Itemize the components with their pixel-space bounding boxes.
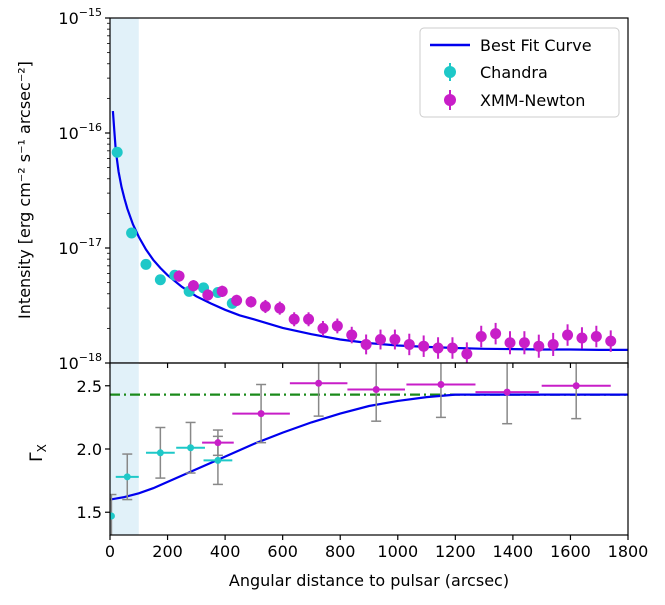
point-xmm-top: [288, 313, 300, 325]
point-chandra-top: [126, 227, 138, 239]
point-xmm-top: [475, 330, 487, 342]
y-tick-label-top: 10−17: [58, 236, 102, 258]
point-chandra-bottom: [187, 444, 195, 452]
tick-base: 10: [58, 124, 78, 143]
tick-base: 10: [58, 239, 78, 258]
point-xmm-top: [518, 337, 530, 349]
x-tick-label: 1800: [608, 542, 649, 561]
y-axis-label-intensity: Intensity [erg cm⁻² s⁻¹ arcsec⁻²]: [15, 61, 34, 319]
legend-box: [419, 27, 620, 118]
x-tick-label: 0: [105, 542, 115, 561]
tick-base: 10: [58, 9, 78, 28]
point-xmm-top: [389, 334, 401, 346]
gamma-subscript: X: [35, 444, 49, 452]
x-tick-label: 1200: [435, 542, 476, 561]
tick-exponent: −15: [79, 6, 102, 19]
shaded-region-bottom: [110, 363, 139, 535]
point-xmm-top: [605, 335, 617, 347]
point-xmm-top: [317, 322, 329, 334]
point-xmm-top: [303, 313, 315, 325]
point-xmm-top: [202, 289, 214, 301]
y-axis-label-gamma: ΓX: [27, 444, 49, 462]
point-xmm-top: [274, 302, 286, 314]
x-tick-label: 1000: [377, 542, 418, 561]
legend-marker-xmm: [444, 90, 456, 110]
point-xmm-top: [562, 329, 574, 341]
point-xmm-top: [504, 337, 516, 349]
point-xmm-bottom: [503, 388, 511, 396]
tick-exponent: −18: [79, 351, 102, 364]
best-fit-curve-top: [111, 111, 628, 351]
y-tick-label-top: 10−15: [58, 6, 102, 28]
gamma-symbol: Γ: [27, 452, 47, 462]
tick-base: 10: [58, 354, 78, 373]
point-chandra-bottom: [110, 512, 115, 520]
point-chandra-top: [140, 258, 152, 270]
point-xmm-top: [446, 342, 458, 354]
point-xmm-top: [461, 348, 473, 360]
point-xmm-top: [403, 338, 415, 350]
bottom-axes-frame: [109, 362, 629, 536]
point-xmm-top: [375, 334, 387, 346]
point-chandra-bottom: [214, 456, 222, 464]
point-chandra-bottom: [156, 449, 164, 457]
point-xmm-top: [173, 270, 185, 282]
point-xmm-top: [259, 300, 271, 312]
point-xmm-bottom: [372, 386, 380, 394]
point-xmm-top: [576, 332, 588, 344]
point-xmm-top: [331, 320, 343, 332]
point-xmm-top: [360, 338, 372, 350]
point-xmm-bottom: [257, 410, 265, 418]
y-tick-label-bottom: 1.5: [77, 503, 102, 522]
legend: Best Fit Curve Chandra XMM-Newton: [419, 27, 620, 118]
legend-label-best-fit: Best Fit Curve: [480, 36, 592, 55]
point-xmm-bottom: [572, 382, 580, 390]
x-tick-label: 1600: [550, 542, 591, 561]
point-xmm-top: [346, 329, 358, 341]
point-xmm-top: [490, 328, 502, 340]
legend-label-xmm-newton: XMM-Newton: [480, 91, 585, 110]
point-xmm-top: [231, 294, 243, 306]
point-chandra-bottom: [123, 473, 131, 481]
y-tick-label-top: 10−16: [58, 121, 102, 143]
point-chandra-top: [111, 146, 123, 158]
point-xmm-top: [187, 280, 199, 292]
point-xmm-top: [245, 296, 257, 308]
legend-label-chandra: Chandra: [480, 63, 548, 82]
x-tick-label: 400: [210, 542, 241, 561]
best-fit-curve-bottom: [110, 393, 628, 501]
x-tick-label: 800: [325, 542, 356, 561]
y-tick-label-bottom: 2.0: [77, 440, 102, 459]
point-xmm-top: [432, 342, 444, 354]
y-tick-label-bottom: 2.5: [77, 377, 102, 396]
x-tick-label: 600: [267, 542, 298, 561]
point-xmm-top: [533, 340, 545, 352]
x-axis-label: Angular distance to pulsar (arcsec): [229, 571, 509, 590]
point-chandra-top: [154, 274, 166, 286]
point-xmm-bottom: [315, 379, 323, 387]
point-xmm-top: [590, 330, 602, 342]
tick-exponent: −17: [79, 236, 102, 249]
point-xmm-top: [216, 285, 228, 297]
point-xmm-top: [418, 340, 430, 352]
point-xmm-bottom: [437, 381, 445, 388]
point-xmm-top: [547, 338, 559, 350]
legend-marker-chandra: [444, 63, 456, 81]
x-tick-label: 200: [152, 542, 183, 561]
y-tick-label-top: 10−18: [58, 351, 102, 373]
tick-exponent: −16: [79, 121, 102, 134]
point-xmm-bottom: [214, 439, 222, 447]
x-tick-label: 1400: [493, 542, 534, 561]
photon-index-panel: 0 200 400 600 800 1000 1200 1400 1600 1800 1.5 2.0 2…: [27, 362, 649, 590]
shaded-region-top: [110, 18, 139, 363]
